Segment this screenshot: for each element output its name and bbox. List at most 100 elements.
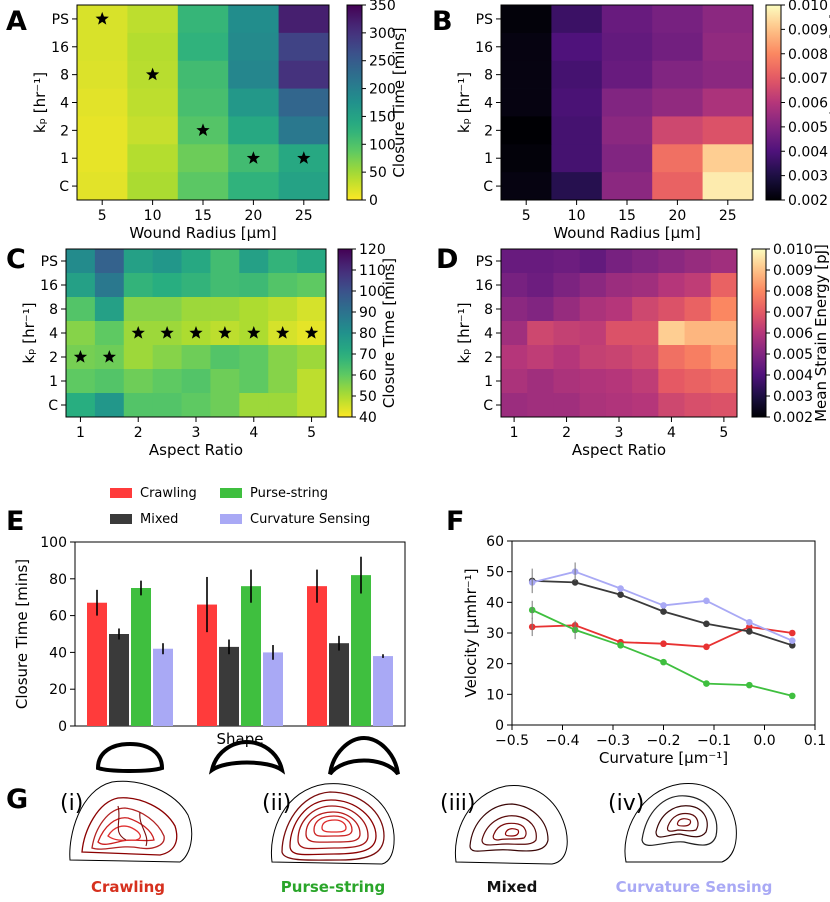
colorbar-tick-label: 0.009 (788, 22, 828, 38)
heatmap-cell (297, 393, 327, 418)
x-tick-label: −0.5 (495, 733, 529, 749)
heatmap-cell (652, 116, 703, 145)
heatmap-cell (66, 369, 96, 394)
heatmap-cell (684, 393, 712, 418)
heatmap-cell (123, 249, 154, 274)
heatmap-cell (127, 172, 179, 201)
heatmap-cell (239, 297, 269, 322)
heatmap-cell (632, 249, 659, 274)
colorbar (346, 4, 363, 201)
heatmap-cell (601, 172, 653, 201)
heatmap-cell (152, 249, 182, 274)
heatmap-cell (94, 321, 125, 346)
legend-label: Mixed (140, 512, 178, 527)
star-marker (246, 151, 261, 164)
heatmap-cell (152, 273, 182, 298)
y-tick-label: 20 (486, 657, 504, 673)
colorbar-tick-label: 110 (359, 263, 386, 279)
data-point-mixed (703, 620, 710, 628)
heatmap-cell (501, 345, 528, 370)
bar-mixed (329, 643, 349, 726)
y-tick-label: 40 (486, 595, 504, 611)
heatmap-cell (278, 32, 330, 62)
x-tick-label: 5 (719, 425, 728, 441)
y-tick-label: 0 (495, 718, 504, 734)
y-tick-label: 60 (486, 534, 504, 550)
heatmap-cell (127, 88, 179, 117)
heatmap-cell (66, 297, 96, 322)
legend-label: Purse-string (250, 486, 328, 501)
bar-crawling (87, 602, 107, 726)
panel-label-d: D (436, 244, 458, 275)
heatmap-cell (579, 273, 607, 298)
sublabel-i: (i) (60, 791, 83, 816)
star-marker (297, 151, 311, 164)
colorbar-tick-label: 80 (359, 326, 377, 342)
heatmap-cell (501, 321, 528, 346)
heatmap-cell (239, 393, 269, 418)
bar-purse-string (131, 588, 151, 726)
heatmap-cell (210, 345, 240, 370)
data-point-crawling (660, 640, 667, 648)
heatmap-cell (501, 116, 552, 145)
x-tick-label: −0.4 (546, 733, 580, 749)
y-axis-label: Closure Time [mins] (13, 559, 31, 709)
x-tick-label: 3 (192, 425, 201, 441)
colorbar-tick-label: 0.003 (788, 169, 828, 185)
panel-label-f: F (446, 506, 464, 537)
heatmap-cell (527, 249, 554, 274)
heatmap-cell (501, 5, 552, 34)
x-axis-label: Aspect Ratio (149, 441, 243, 459)
heatmap-cell (684, 249, 712, 274)
heatmap-cell (501, 172, 552, 201)
line-chart-f: 0 10 20 30 40 50 60 −0.5 −0.4 −0.3 −0.2 −0.1 0.0 0.1 C… (462, 534, 826, 767)
heatmap-cell (702, 60, 754, 89)
y-tick-label: 1 (484, 374, 493, 390)
x-axis-label: Wound Radius [μm] (553, 224, 700, 242)
heatmap-a: PS 16 8 4 2 1 C 5 10 15 20 25 Wound Radius [μm] kₚ [h… (31, 0, 408, 242)
data-point-purse-string (746, 681, 753, 689)
sublabel-ii: (ii) (262, 791, 291, 816)
x-tick-label: 10 (144, 208, 162, 224)
heatmap-cell (210, 369, 240, 394)
y-tick-label: 2 (484, 123, 493, 139)
heatmap-cell (684, 345, 712, 370)
y-tick-label: C (483, 179, 493, 195)
y-tick-label: 16 (51, 40, 69, 56)
bar-mixed (219, 646, 239, 726)
heatmap-cell (702, 172, 754, 201)
heatmap-cell (94, 249, 125, 274)
y-axis-label: Velocity [μmhr⁻¹] (462, 568, 480, 697)
heatmap-cell (652, 88, 703, 117)
data-point-crawling (746, 623, 753, 631)
bar-curvature-sensing (153, 648, 173, 726)
y-tick-label: 100 (40, 535, 67, 551)
colorbar-tick-label: 0.007 (773, 305, 813, 321)
heatmap-cell (123, 297, 154, 322)
star-marker (131, 326, 145, 339)
colorbar-tick-label: 0.010 (773, 242, 813, 258)
colorbar-tick-label: 0.007 (788, 71, 828, 87)
x-tick-label: 2 (134, 425, 143, 441)
colorbar-label: Closure Time [mins] (390, 27, 408, 177)
y-tick-label: 4 (484, 96, 493, 112)
heatmap-cell (551, 116, 603, 145)
colorbar-tick-label: 0.006 (773, 326, 813, 342)
heatmap-cell (177, 32, 229, 62)
colorbar-tick-label: 40 (359, 410, 377, 426)
y-tick-label: 8 (484, 68, 493, 84)
y-tick-label: PS (476, 254, 493, 270)
heatmap-cell (94, 273, 125, 298)
sublabel-iv: (iv) (608, 791, 644, 816)
legend-label: Curvature Sensing (250, 512, 370, 527)
heatmap-cell (605, 297, 633, 322)
panel-label-c: C (6, 244, 26, 275)
y-tick-label: 2 (484, 350, 493, 366)
colorbar-tick-label: 0.008 (773, 284, 813, 300)
colorbar (751, 248, 767, 418)
data-point-mixed (788, 641, 796, 649)
heatmap-cell (127, 5, 179, 34)
heatmap-cell (239, 249, 269, 274)
shape-icons (95, 735, 400, 776)
